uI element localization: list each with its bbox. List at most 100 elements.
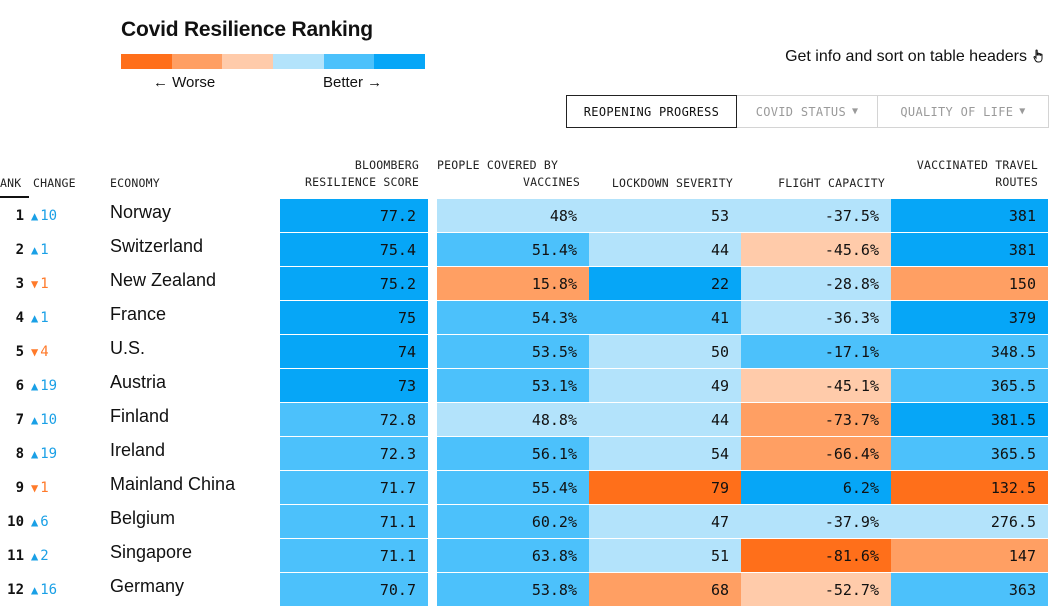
economy-name[interactable]: Mainland China (110, 474, 236, 494)
caret-down-icon: ▼ (1019, 106, 1026, 117)
table-row[interactable]: 2 ▲ 1 Switzerland 75.4 51.4% 44 -45.6% 381 (0, 233, 1060, 267)
economy-name[interactable]: Singapore (110, 542, 193, 562)
flight-capacity-cell: -37.5% (741, 199, 891, 232)
economy-name[interactable]: Belgium (110, 508, 176, 528)
change-value: 19 (40, 377, 58, 394)
table-row[interactable]: 8 ▲ 19 Ireland 72.3 56.1% 54 -66.4% 365.5 (0, 437, 1060, 471)
color-scale-legend (121, 54, 426, 69)
change-cell: ▲ 2 (31, 539, 91, 572)
economy-name[interactable]: Finland (110, 406, 170, 426)
travel-routes-cell: 381.5 (891, 403, 1048, 436)
score-cell: 72.3 (280, 437, 428, 470)
table-row[interactable]: 6 ▲ 19 Austria 73 53.1% 49 -45.1% 365.5 (0, 369, 1060, 403)
table-row[interactable]: 12 ▲ 16 Germany 70.7 53.8% 68 -52.7% 363 (0, 573, 1060, 607)
column-header-line: BLOOMBERG (354, 158, 419, 172)
change-value: 6 (40, 513, 49, 530)
table-row[interactable]: 11 ▲ 2 Singapore 71.1 63.8% 51 -81.6% 147 (0, 539, 1060, 573)
tab-quality-of-life[interactable]: QUALITY OF LIFE ▼ (878, 95, 1049, 128)
triangle-up-icon: ▲ (31, 242, 39, 257)
view-tabs: REOPENING PROGRESS COVID STATUS ▼ QUALIT… (566, 95, 1049, 128)
flight-capacity-cell: -45.1% (741, 369, 891, 402)
triangle-up-icon: ▲ (31, 548, 39, 563)
column-header-vaccines[interactable]: PEOPLE COVERED BY VACCINES (437, 157, 580, 191)
column-header-lockdown-severity[interactable]: LOCKDOWN SEVERITY (611, 176, 733, 190)
column-header-line: ROUTES (995, 175, 1038, 189)
column-header-change[interactable]: CHANGE (33, 176, 76, 190)
column-header-rank[interactable]: ANK (0, 176, 22, 190)
column-header-flight-capacity[interactable]: FLIGHT CAPACITY (778, 176, 885, 190)
table-row[interactable]: 9 ▼ 1 Mainland China 71.7 55.4% 79 6.2% 132.5 (0, 471, 1060, 505)
economy-name[interactable]: Germany (110, 576, 185, 596)
change-cell: ▲ 19 (31, 369, 91, 402)
vaccine-coverage-cell: 53.5% (437, 335, 589, 368)
travel-routes-cell: 348.5 (891, 335, 1048, 368)
rank-cell: 10 (7, 513, 24, 530)
economy-name[interactable]: France (110, 304, 167, 324)
triangle-up-icon: ▲ (31, 208, 39, 223)
score-cell: 72.8 (280, 403, 428, 436)
table-row[interactable]: 7 ▲ 10 Finland 72.8 48.8% 44 -73.7% 381.5 (0, 403, 1060, 437)
lockdown-severity-cell: 53 (589, 199, 741, 232)
lockdown-severity-cell: 49 (589, 369, 741, 402)
legend-swatch (273, 54, 324, 69)
column-header-line: RESILIENCE SCORE (305, 175, 419, 189)
lockdown-severity-cell: 51 (589, 539, 741, 572)
change-value: 1 (40, 479, 49, 496)
travel-routes-cell: 276.5 (891, 505, 1048, 538)
economy-name[interactable]: Norway (110, 202, 172, 222)
flight-capacity-cell: -17.1% (741, 335, 891, 368)
tab-label: COVID STATUS (755, 104, 846, 119)
column-header-resilience-score[interactable]: BLOOMBERG RESILIENCE SCORE (280, 157, 419, 191)
column-header-line: VACCINES (523, 175, 580, 189)
change-cell: ▼ 4 (31, 335, 91, 368)
economy-name[interactable]: Austria (110, 372, 167, 392)
triangle-down-icon: ▼ (31, 480, 39, 495)
lockdown-severity-cell: 50 (589, 335, 741, 368)
score-cell: 70.7 (280, 573, 428, 606)
flight-capacity-cell: -52.7% (741, 573, 891, 606)
change-value: 1 (40, 241, 49, 258)
vaccine-coverage-cell: 53.8% (437, 573, 589, 606)
lockdown-severity-cell: 79 (589, 471, 741, 504)
flight-capacity-cell: -36.3% (741, 301, 891, 334)
table-row[interactable]: 10 ▲ 6 Belgium 71.1 60.2% 47 -37.9% 276.5 (0, 505, 1060, 539)
lockdown-severity-cell: 22 (589, 267, 741, 300)
legend-swatch (374, 54, 426, 69)
vaccine-coverage-cell: 51.4% (437, 233, 589, 266)
vaccine-coverage-cell: 54.3% (437, 301, 589, 334)
score-cell: 75.4 (280, 233, 428, 266)
rank-cell: 4 (15, 309, 24, 326)
change-value: 16 (40, 581, 58, 598)
column-header-economy[interactable]: ECONOMY (110, 176, 160, 190)
change-value: 1 (40, 309, 49, 326)
change-value: 4 (40, 343, 49, 360)
table-row[interactable]: 3 ▼ 1 New Zealand 75.2 15.8% 22 -28.8% 150 (0, 267, 1060, 301)
travel-routes-cell: 365.5 (891, 369, 1048, 402)
legend-swatch (222, 54, 274, 69)
page-title: Covid Resilience Ranking (121, 18, 373, 41)
tab-label: QUALITY OF LIFE (900, 104, 1014, 119)
column-header-travel-routes[interactable]: VACCINATED TRAVEL ROUTES (891, 157, 1038, 191)
tab-reopening-progress[interactable]: REOPENING PROGRESS (566, 95, 737, 128)
lockdown-severity-cell: 44 (589, 233, 741, 266)
rank-cell: 6 (15, 377, 24, 394)
change-cell: ▲ 1 (31, 233, 91, 266)
rank-cell: 7 (15, 411, 24, 428)
score-cell: 74 (280, 335, 428, 368)
change-value: 1 (40, 275, 49, 292)
table-row[interactable]: 1 ▲ 10 Norway 77.2 48% 53 -37.5% 381 (0, 199, 1060, 233)
economy-name[interactable]: Ireland (110, 440, 166, 460)
rank-cell: 12 (7, 581, 24, 598)
sort-hint: Get info and sort on table headers (785, 48, 1044, 66)
sort-hint-text: Get info and sort on table headers (785, 48, 1027, 65)
economy-name[interactable]: U.S. (110, 338, 146, 358)
lockdown-severity-cell: 47 (589, 505, 741, 538)
table-row[interactable]: 5 ▼ 4 U.S. 74 53.5% 50 -17.1% 348.5 (0, 335, 1060, 369)
table-row[interactable]: 4 ▲ 1 France 75 54.3% 41 -36.3% 379 (0, 301, 1060, 335)
sort-indicator-rule (0, 196, 29, 198)
economy-name[interactable]: New Zealand (110, 270, 217, 290)
flight-capacity-cell: -73.7% (741, 403, 891, 436)
triangle-up-icon: ▲ (31, 378, 39, 393)
tab-covid-status[interactable]: COVID STATUS ▼ (737, 95, 878, 128)
economy-name[interactable]: Switzerland (110, 236, 204, 256)
